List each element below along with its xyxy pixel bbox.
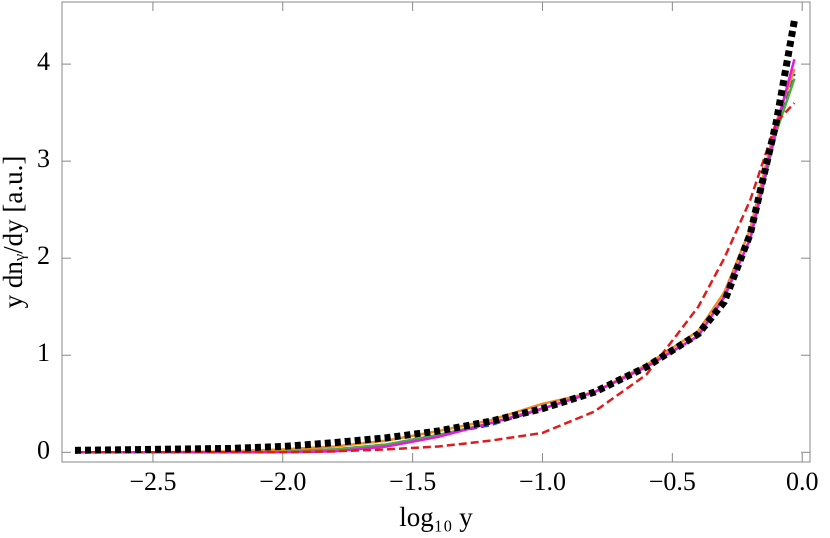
- series-line: [74, 102, 796, 454]
- x-tick-label: −0.5: [649, 467, 696, 496]
- y-axis-label: y dnᵧ/dy [a.u.]: [0, 156, 28, 309]
- x-axis-label: log₁₀ y: [399, 502, 473, 532]
- series-line: [74, 73, 796, 454]
- y-tick-label: 4: [37, 47, 50, 76]
- series-line: [74, 19, 798, 454]
- y-tick-label: 1: [37, 338, 50, 367]
- series-line: [74, 58, 796, 454]
- x-tick-label: 0.0: [786, 467, 819, 496]
- plot-frame: [61, 1, 811, 463]
- y-tick-label: 2: [37, 241, 50, 270]
- series-line: [74, 78, 796, 454]
- x-tick-label: −2.5: [129, 467, 176, 496]
- y-tick-label: 0: [37, 435, 50, 464]
- x-tick-label: −1.0: [519, 467, 566, 496]
- series-line: [74, 68, 796, 454]
- y-tick-label: 3: [37, 144, 50, 173]
- x-tick-label: −2.0: [259, 467, 306, 496]
- x-tick-label: −1.5: [389, 467, 436, 496]
